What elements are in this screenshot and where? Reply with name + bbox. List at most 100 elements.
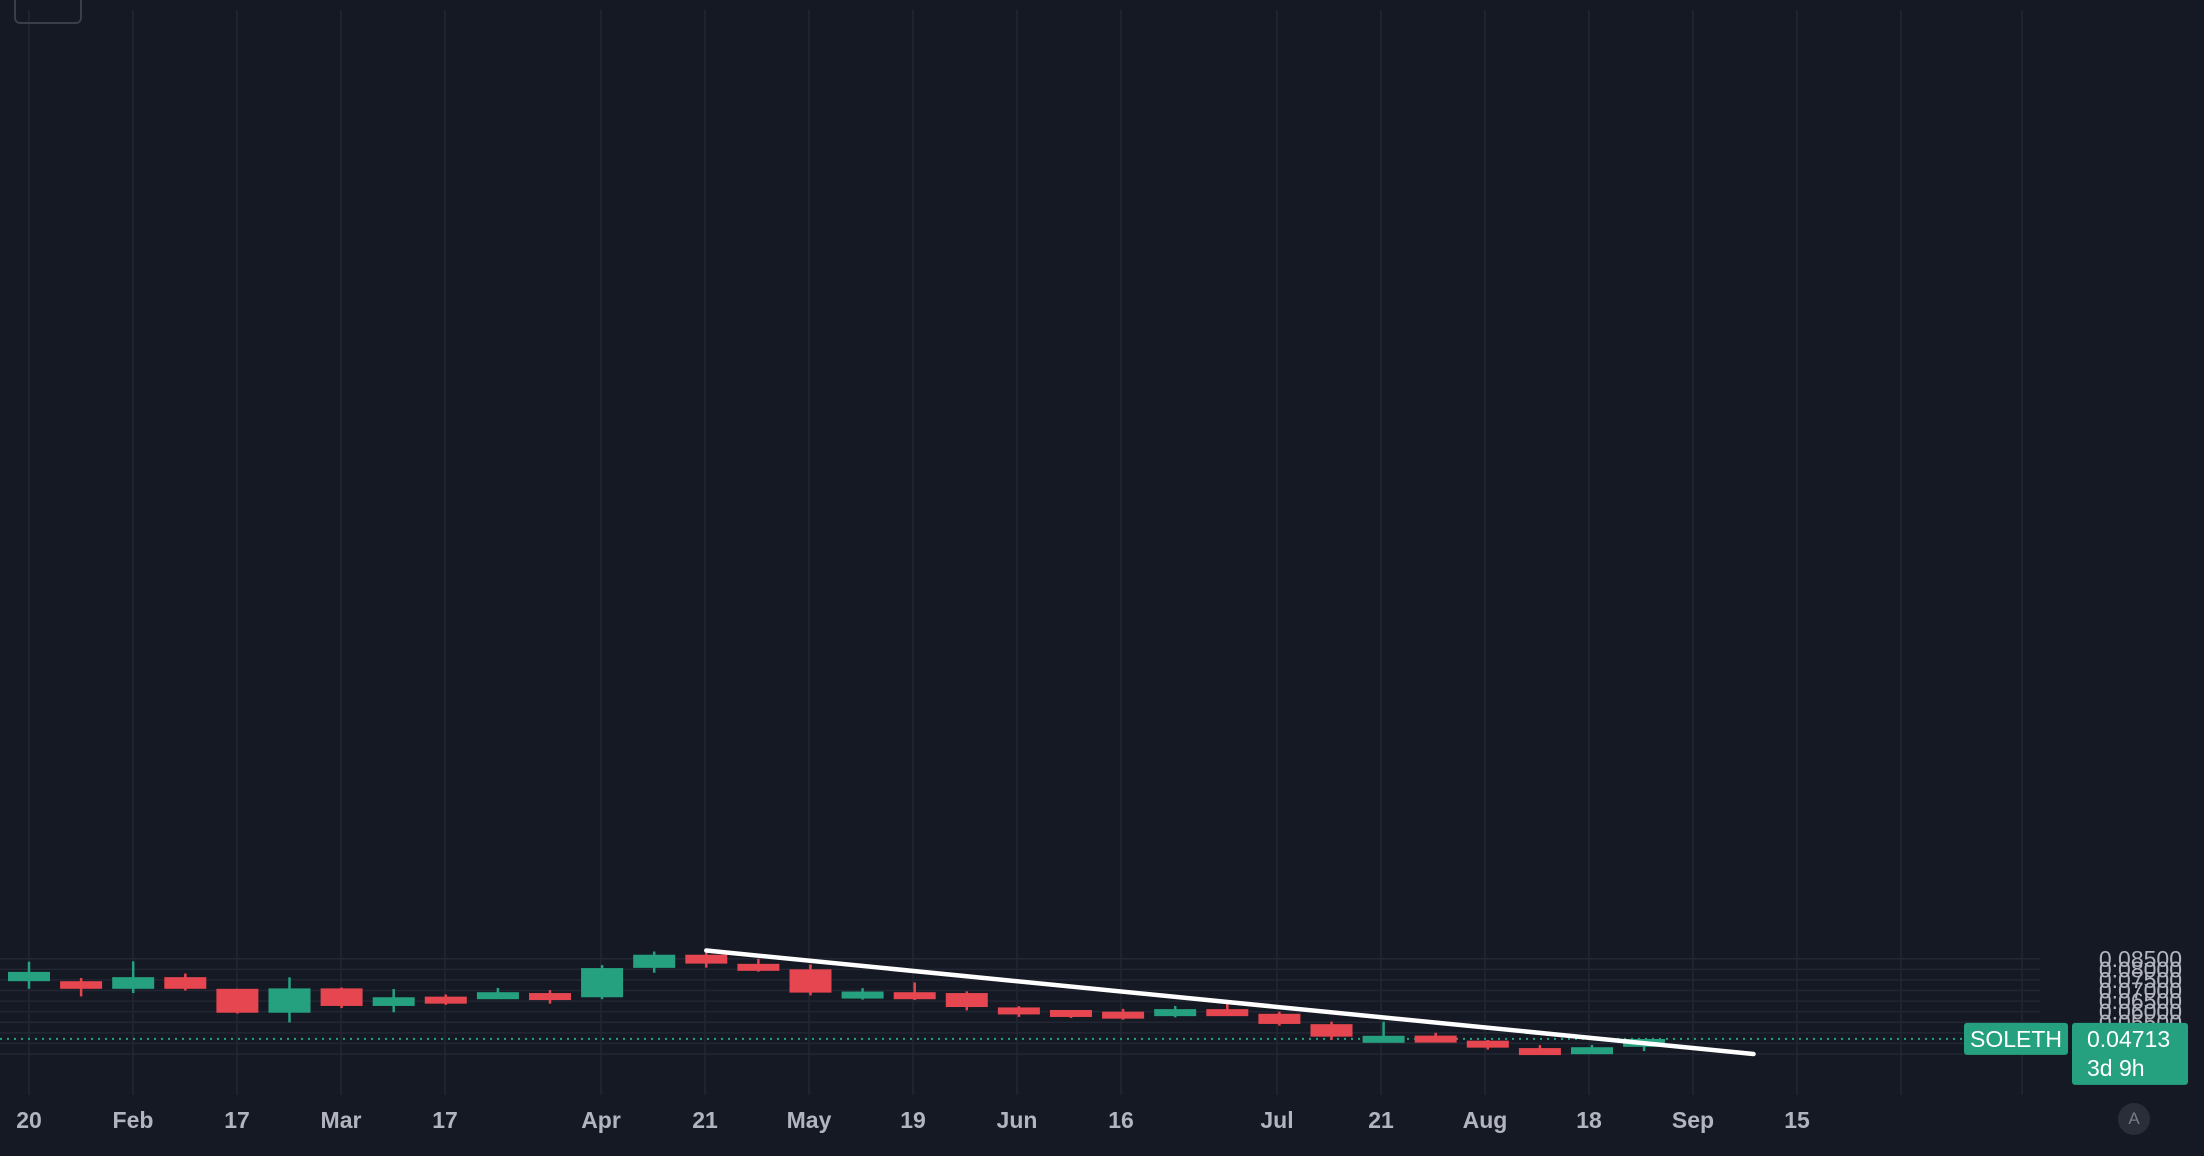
trendline[interactable] [704,948,1756,1057]
candle-body [1050,1009,1092,1017]
candle-body [893,992,936,1000]
x-tick-label: 18 [1576,1107,1602,1133]
candle[interactable] [268,977,311,1023]
candle[interactable] [737,958,780,972]
price-tag: 0.04713 3d 9h [2072,1022,2188,1085]
x-tick-label: 21 [692,1107,718,1133]
x-tick-label: 15 [1784,1107,1810,1133]
candle-body [320,988,363,1006]
candle-body [997,1007,1040,1015]
candle[interactable] [372,989,415,1013]
x-tick-label: Jun [997,1107,1038,1133]
candle-body [1154,1009,1197,1017]
last-price-label: 0.04713 [2087,1026,2170,1052]
candle[interactable] [945,991,988,1011]
candle[interactable] [1258,1011,1301,1026]
candle-body [216,988,259,1013]
candle-body [633,954,676,968]
candle[interactable] [685,950,728,968]
candle-body [424,996,467,1004]
x-tick-label: Mar [321,1107,362,1133]
candle[interactable] [60,978,103,997]
candle-body [685,954,728,964]
candle[interactable] [581,965,624,1000]
time-axis[interactable]: 20 Feb 17 Mar 17 Apr 21 May 19 Jun 16 Jul 21 Aug 18 Sep… [16,1107,1810,1133]
candle[interactable] [1050,1009,1092,1019]
candle[interactable] [1310,1021,1353,1040]
candle-body [164,977,207,989]
y-tick-label: 0.06500 [2099,988,2182,1014]
candle-body [268,988,311,1013]
candle[interactable] [1518,1045,1561,1056]
trendline-segment[interactable] [704,948,1756,1057]
candle-body [1518,1048,1561,1056]
y-tick-label: 0.07500 [2099,967,2182,993]
candle-body [1206,1009,1249,1017]
candle-body [1466,1040,1509,1048]
candle-body [476,992,519,1000]
candle-body [841,991,884,999]
candle[interactable] [997,1006,1040,1017]
last-price-tags: SOLETH 0.04713 3d 9h [1964,1022,2188,1085]
candle-body [1414,1035,1457,1043]
candle[interactable] [8,961,50,989]
candle-body [372,997,415,1006]
y-tick-label: 0.08500 [2099,946,2182,972]
x-tick-label: 20 [16,1107,42,1133]
candle[interactable] [112,961,155,994]
x-tick-label: May [787,1107,832,1133]
candle-body [1362,1035,1405,1043]
candle[interactable] [893,982,936,1001]
candle-body [581,968,624,998]
candle[interactable] [841,988,884,1000]
y-tick-label: 0.07000 [2099,978,2182,1004]
x-tick-label: Jul [1260,1107,1293,1133]
candles[interactable] [8,950,1666,1056]
candle[interactable] [320,987,363,1009]
x-tick-label: Aug [1463,1107,1508,1133]
x-tick-label: Sep [1672,1107,1714,1133]
collapse-tab[interactable] [14,0,82,24]
candle[interactable] [1414,1032,1457,1043]
x-tick-label: 17 [224,1107,250,1133]
candle-body [112,977,155,989]
candle-body [1258,1013,1301,1024]
auto-scale-button[interactable]: A [2118,1103,2150,1135]
candle[interactable] [1466,1040,1509,1050]
candle[interactable] [1571,1044,1613,1055]
symbol-label: SOLETH [1970,1026,2062,1052]
y-tick-label: 0.08000 [2099,956,2182,982]
candle[interactable] [1154,1005,1197,1018]
candle[interactable] [633,951,676,973]
x-tick-label: Apr [581,1107,621,1133]
candle-body [789,969,832,993]
candle-body [529,993,571,1001]
grid [0,10,2040,1095]
symbol-tag: SOLETH [1964,1022,2068,1055]
candle[interactable] [424,994,467,1005]
x-tick-label: 17 [432,1107,458,1133]
candle-body [8,971,50,982]
candle[interactable] [216,988,259,1014]
x-tick-label: 16 [1108,1107,1134,1133]
y-tick-label: 0.06000 [2099,999,2182,1025]
candle[interactable] [529,990,571,1004]
candle[interactable] [789,964,832,996]
bar-countdown-label: 3d 9h [2087,1055,2145,1081]
x-tick-label: 19 [900,1107,926,1133]
candle-body [945,993,988,1008]
candle-body [1310,1024,1353,1037]
candle[interactable] [164,973,207,991]
x-tick-label: 21 [1368,1107,1394,1133]
candle[interactable] [476,987,519,1000]
candle-body [1571,1047,1613,1055]
candle-body [1102,1011,1145,1019]
candle[interactable] [1102,1008,1145,1020]
x-tick-label: Feb [113,1107,154,1133]
candle[interactable] [1206,1002,1249,1017]
candle-body [737,963,780,971]
candle[interactable] [1362,1021,1405,1043]
candle-body [60,981,103,989]
